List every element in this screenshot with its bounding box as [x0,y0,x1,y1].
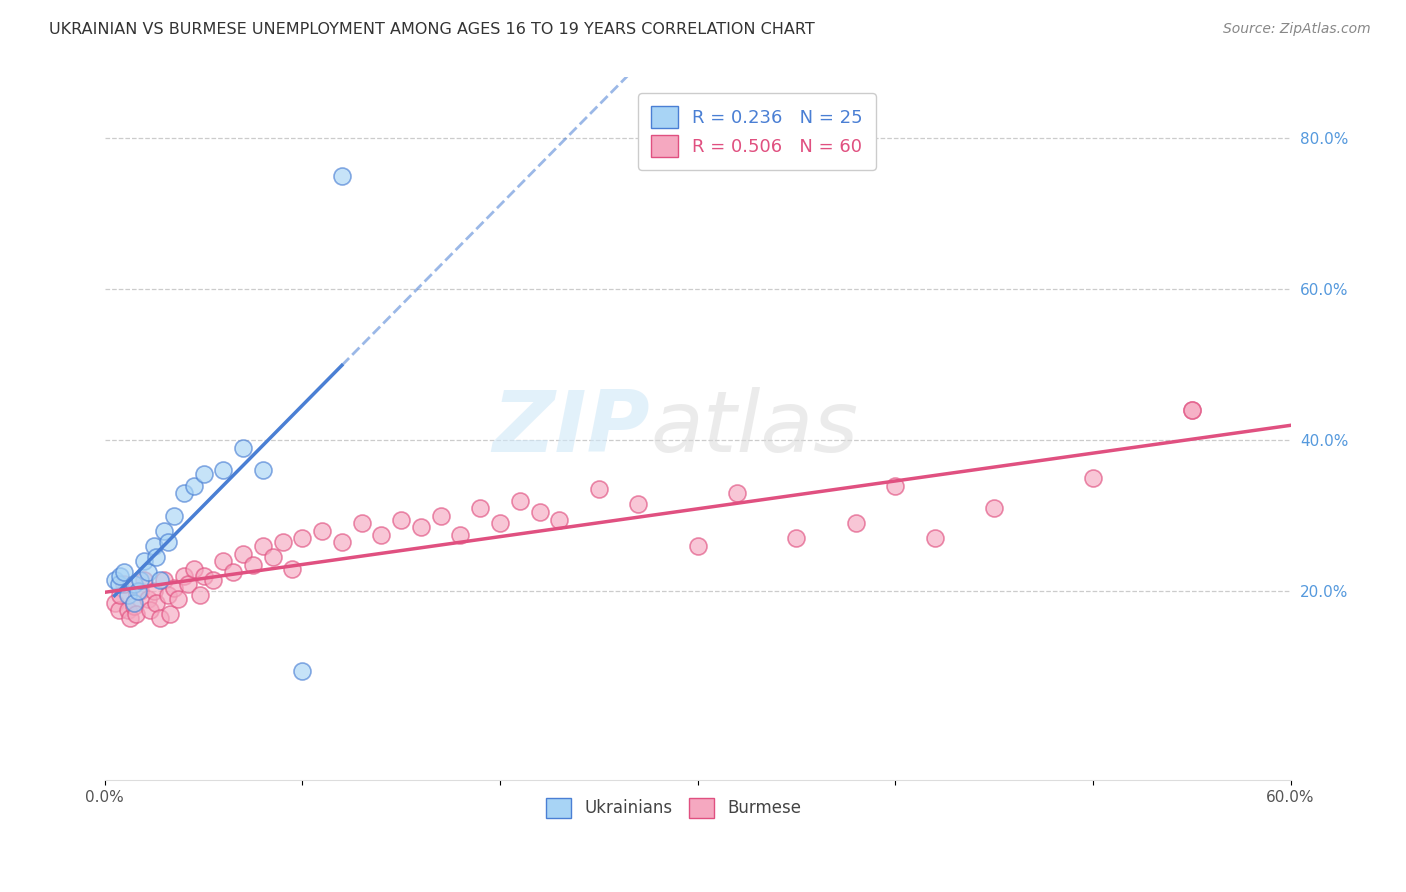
Point [281,562,304,576]
Point [252,463,274,477]
Point [262,550,284,565]
Point [107,576,129,591]
Text: atlas: atlas [650,387,858,470]
Point [103,596,125,610]
Point [232,547,254,561]
Point [924,532,946,546]
Text: UKRAINIAN VS BURMESE UNEMPLOYMENT AMONG AGES 16 TO 19 YEARS CORRELATION CHART: UKRAINIAN VS BURMESE UNEMPLOYMENT AMONG … [49,22,815,37]
Point [183,478,205,492]
Text: ZIP: ZIP [492,387,650,470]
Point [149,611,172,625]
Point [163,508,186,523]
Point [983,501,1005,516]
Point [845,516,868,531]
Point [136,566,159,580]
Point [509,493,531,508]
Point [193,569,215,583]
Point [117,588,139,602]
Point [884,478,907,492]
Point [725,486,748,500]
Point [271,535,294,549]
Point [166,591,188,606]
Point [489,516,512,531]
Point [117,603,139,617]
Point [129,584,152,599]
Point [134,573,156,587]
Point [156,588,179,602]
Point [350,516,373,531]
Point [1181,403,1204,417]
Point [449,527,471,541]
Point [242,558,264,572]
Point [311,524,333,538]
Point [153,524,176,538]
Point [291,664,314,678]
Point [173,486,195,500]
Point [110,569,132,583]
Point [252,539,274,553]
Point [163,581,186,595]
Point [176,576,198,591]
Point [143,539,166,553]
Point [103,573,125,587]
Point [291,532,314,546]
Point [145,550,167,565]
Point [529,505,551,519]
Point [627,498,650,512]
Point [686,539,709,553]
Point [159,607,181,621]
Point [330,535,353,549]
Point [153,573,176,587]
Point [588,483,610,497]
Point [409,520,432,534]
Point [222,566,245,580]
Point [1081,471,1104,485]
Point [125,607,148,621]
Legend: Ukrainians, Burmese: Ukrainians, Burmese [540,791,808,825]
Point [202,573,225,587]
Point [120,611,142,625]
Point [470,501,492,516]
Point [149,573,172,587]
Point [193,467,215,482]
Point [212,463,235,477]
Point [107,603,129,617]
Point [330,169,353,183]
Text: Source: ZipAtlas.com: Source: ZipAtlas.com [1223,22,1371,37]
Point [114,566,136,580]
Point [370,527,392,541]
Point [173,569,195,583]
Point [1181,403,1204,417]
Point [110,588,132,602]
Point [114,576,136,591]
Point [124,599,146,614]
Point [188,588,211,602]
Point [136,591,159,606]
Point [124,576,146,591]
Point [134,554,156,568]
Point [145,596,167,610]
Point [127,584,149,599]
Point [785,532,807,546]
Point [139,603,162,617]
Point [429,508,451,523]
Point [156,535,179,549]
Point [548,512,571,526]
Point [389,512,412,526]
Point [129,573,152,587]
Point [124,596,146,610]
Point [183,562,205,576]
Point [232,441,254,455]
Point [143,584,166,599]
Point [212,554,235,568]
